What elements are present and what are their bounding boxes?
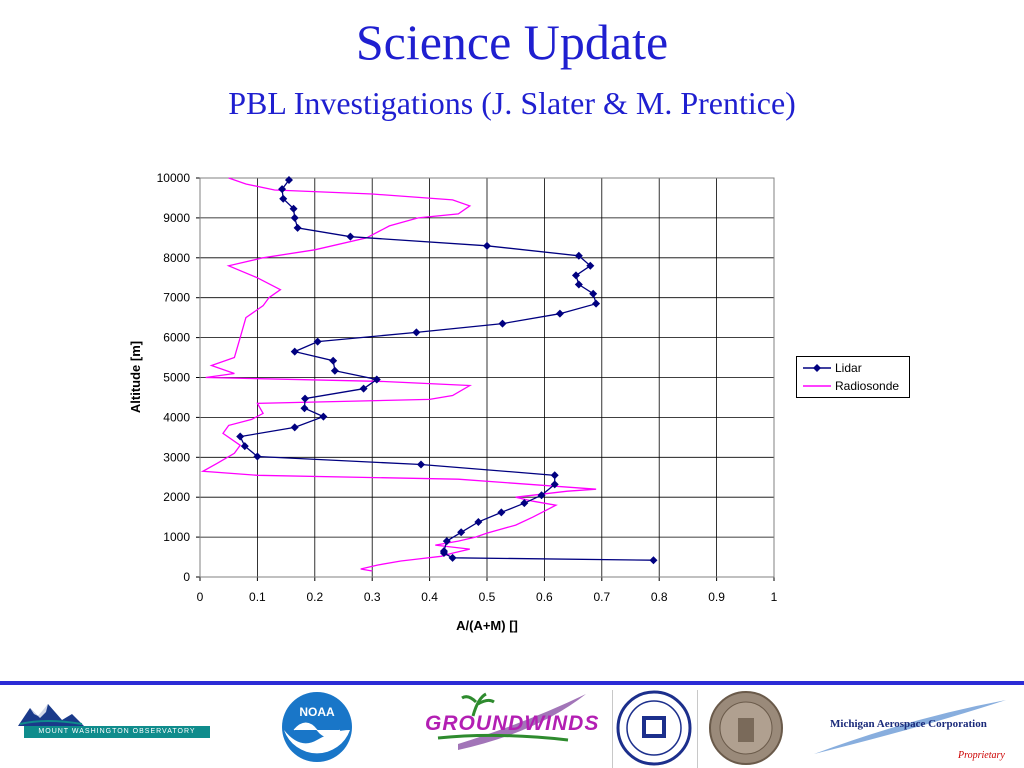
- x-tick-label: 0.7: [593, 590, 610, 604]
- lidar-data-point: [329, 356, 338, 365]
- lidar-data-point: [537, 491, 546, 500]
- lidar-data-point: [253, 452, 262, 461]
- slide-subtitle: PBL Investigations (J. Slater & M. Prent…: [228, 85, 796, 121]
- radiosonde-legend-icon: [803, 385, 831, 387]
- proprietary-label: Proprietary: [958, 750, 1005, 761]
- x-tick-label: 0.4: [421, 590, 438, 604]
- x-tick-label: 0.9: [708, 590, 725, 604]
- y-tick-label: 3000: [163, 450, 190, 464]
- noaa-logo: NOAA: [282, 692, 352, 762]
- lidar-data-point: [300, 404, 309, 413]
- chart-legend: Lidar Radiosonde: [796, 356, 910, 398]
- y-tick-label: 9000: [163, 211, 190, 225]
- bronze-seal: [709, 691, 783, 765]
- mwo-banner: MOUNT WASHINGTON OBSERVATORY: [24, 726, 210, 738]
- lidar-data-point: [416, 460, 425, 469]
- legend-label-lidar: Lidar: [835, 361, 862, 375]
- lidar-data-point: [442, 537, 451, 546]
- lidar-data-point: [330, 366, 339, 375]
- data-series: [200, 175, 658, 572]
- plot-frame: [199, 177, 775, 578]
- y-tick-label: 8000: [163, 251, 190, 265]
- y-tick-label: 7000: [163, 291, 190, 305]
- lidar-data-point: [520, 499, 529, 508]
- lidar-data-point: [483, 241, 491, 250]
- groundwinds-logo-text: GROUNDWINDS: [425, 712, 600, 735]
- lidar-data-point: [279, 194, 288, 203]
- lidar-data-point: [497, 508, 506, 517]
- lidar-data-point: [412, 328, 421, 337]
- y-tick-label: 4000: [163, 410, 190, 424]
- lidar-data-point: [293, 223, 302, 232]
- footer-divider-line: [0, 681, 1024, 685]
- radiosonde-series-line: [200, 177, 597, 572]
- x-tick-label: 0.6: [536, 590, 553, 604]
- lidar-data-point: [448, 553, 457, 562]
- lidar-data-point: [313, 337, 322, 346]
- x-tick-label: 1: [771, 590, 778, 604]
- lidar-data-point: [550, 471, 559, 480]
- lidar-data-point: [284, 175, 293, 184]
- x-tick-label: 0.2: [306, 590, 323, 604]
- x-tick-label: 0.8: [651, 590, 668, 604]
- lidar-data-point: [550, 480, 559, 489]
- x-tick-label: 0.1: [249, 590, 266, 604]
- y-tick-label: 2000: [163, 490, 190, 504]
- lidar-data-point: [290, 347, 299, 356]
- lidar-data-point: [586, 261, 595, 270]
- x-axis-label: A/(A+M) []: [456, 618, 518, 633]
- lidar-data-point: [236, 432, 245, 441]
- groundwinds-swoosh: [437, 692, 586, 750]
- lidar-data-point: [574, 280, 583, 289]
- altitude-profile-chart: 0 0.1 0.2 0.3 0.4 0.5 0.6 0.7 0.8 0.9 1 0 1000 2000 30…: [128, 171, 778, 633]
- lidar-data-point: [457, 528, 466, 537]
- lidar-data-point: [240, 442, 249, 451]
- x-tick-label: 0: [197, 590, 204, 604]
- lidar-data-point: [589, 289, 598, 298]
- lidar-data-point: [571, 271, 580, 280]
- legend-item-radiosonde: Radiosonde: [803, 378, 899, 394]
- legend-label-radiosonde: Radiosonde: [835, 379, 900, 393]
- lidar-data-point: [359, 384, 368, 393]
- mount-washington-logo: [18, 704, 84, 726]
- lidar-data-point: [290, 213, 299, 222]
- y-tick-label: 10000: [157, 171, 191, 185]
- lidar-data-point: [278, 185, 287, 194]
- lidar-data-point: [474, 517, 483, 526]
- noaa-logo-text: NOAA: [299, 705, 335, 719]
- legend-item-lidar: Lidar: [803, 360, 862, 376]
- michigan-aerospace-text: Michigan Aerospace Corporation: [830, 718, 987, 730]
- lidar-data-point: [574, 251, 583, 260]
- lidar-legend-icon: [803, 364, 831, 372]
- lidar-data-point: [290, 423, 299, 432]
- lidar-data-point: [498, 319, 507, 328]
- michigan-aerospace-swoosh: [814, 700, 1006, 754]
- lidar-data-point: [346, 232, 355, 241]
- lidar-data-point: [289, 204, 298, 213]
- y-tick-label: 1000: [163, 530, 190, 544]
- y-tick-label: 6000: [163, 331, 190, 345]
- x-tick-label: 0.3: [364, 590, 381, 604]
- lidar-data-point: [372, 375, 381, 384]
- lidar-data-point: [319, 412, 328, 421]
- lidar-data-point: [555, 309, 564, 318]
- logo-divider-1: [612, 690, 613, 768]
- lidar-data-point: [649, 556, 658, 565]
- unh-seal: [616, 690, 692, 766]
- y-tick-label: 5000: [163, 371, 190, 385]
- x-tick-label: 0.5: [479, 590, 496, 604]
- y-tick-label: 0: [183, 570, 190, 584]
- lidar-data-point: [439, 547, 448, 556]
- lidar-data-point: [592, 299, 601, 308]
- y-axis-label: Altitude [m]: [128, 341, 143, 413]
- slide-title: Science Update: [355, 14, 669, 70]
- logo-divider-2: [697, 690, 698, 768]
- tick-labels: 0 0.1 0.2 0.3 0.4 0.5 0.6 0.7 0.8 0.9 1 0 1000 2000 30…: [157, 171, 778, 604]
- lidar-data-point: [301, 394, 310, 403]
- lidar-series-line: [239, 179, 654, 561]
